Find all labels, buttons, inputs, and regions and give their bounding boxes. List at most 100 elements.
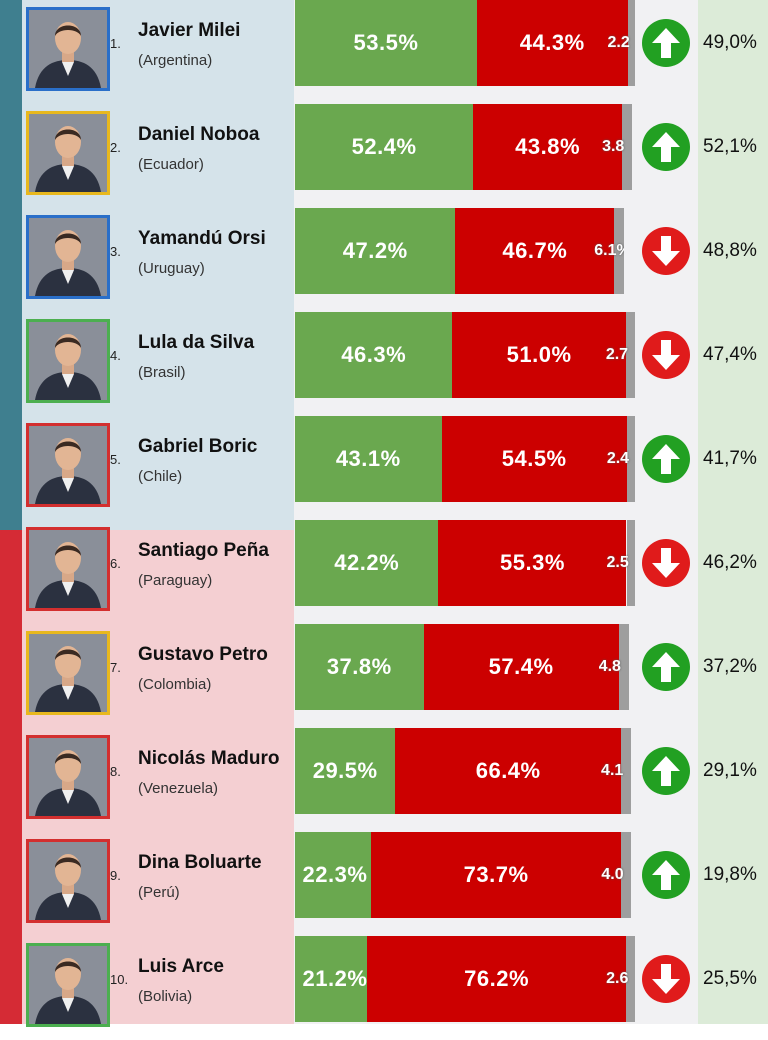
leader-country: (Argentina) — [138, 52, 213, 69]
leader-name: Luis Arce — [138, 956, 224, 977]
other-segment — [626, 520, 635, 606]
rank-number: 9. — [110, 868, 121, 883]
leader-name: Gustavo Petro — [138, 644, 268, 665]
stacked-bar: 47.2% 46.7% 6.1% — [295, 208, 635, 294]
approve-segment — [295, 936, 368, 1022]
portrait-icon — [29, 426, 107, 504]
rank-number: 2. — [110, 140, 121, 155]
approve-label: 46.3% — [341, 342, 407, 367]
previous-column-background — [698, 0, 768, 1024]
stacked-bar: 52.4% 43.8% 3.8 — [295, 104, 635, 190]
approve-segment — [295, 104, 474, 190]
approve-label: 29.5% — [312, 758, 378, 783]
trend-down-icon — [640, 329, 692, 381]
leader-photo — [26, 839, 110, 923]
disapprove-label: 76.2% — [464, 966, 530, 991]
leader-name: Nicolás Maduro — [138, 748, 280, 769]
leader-photo — [26, 423, 110, 507]
other-segment — [626, 416, 635, 502]
disapprove-segment — [370, 832, 622, 918]
approve-label: 47.2% — [342, 238, 408, 263]
trend-down-icon — [640, 537, 692, 589]
leader-photo — [26, 735, 110, 819]
disapprove-label: 55.3% — [500, 550, 565, 575]
previous-approval: 25,5% — [703, 968, 757, 989]
previous-approval: 52,1% — [703, 136, 757, 157]
leader-name: Santiago Peña — [138, 540, 269, 561]
approve-label: 52.4% — [351, 134, 417, 159]
leader-photo — [26, 527, 110, 611]
approve-label: 22.3% — [302, 862, 368, 887]
leader-country: (Bolivia) — [138, 988, 193, 1005]
leader-row: 5. Gabriel Boric (Chile) 43.1% 54.5% 2.4 41,7% — [0, 416, 768, 520]
portrait-icon — [29, 218, 107, 296]
other-label: 2.7 — [605, 346, 629, 363]
leader-row: 3. Yamandú Orsi (Uruguay) 47.2% 46.7% 6.1% 48,… — [0, 208, 768, 312]
stacked-bar: 22.3% 73.7% 4.0 — [295, 832, 635, 918]
leader-name: Dina Boluarte — [138, 852, 262, 873]
approve-label: 53.5% — [353, 30, 419, 55]
leader-country: (Brasil) — [138, 364, 186, 381]
approve-label: 43.1% — [335, 446, 401, 471]
stacked-bar: 46.3% 51.0% 2.7 — [295, 312, 635, 398]
leader-photo — [26, 111, 110, 195]
stacked-bar: 42.2% 55.3% 2.5 — [295, 520, 635, 606]
leader-name: Javier Milei — [138, 20, 241, 41]
disapprove-segment — [476, 0, 628, 86]
rank-number: 1. — [110, 36, 121, 51]
leader-photo — [26, 943, 110, 1027]
leader-photo — [26, 631, 110, 715]
disapprove-label: 51.0% — [506, 342, 572, 367]
portrait-icon — [29, 10, 107, 88]
other-segment — [614, 208, 625, 294]
previous-approval: 47,4% — [703, 344, 757, 365]
group-stripe-bottom — [0, 530, 22, 1024]
portrait-icon — [29, 634, 107, 712]
rank-number: 6. — [110, 556, 121, 571]
previous-approval: 41,7% — [703, 448, 757, 469]
leader-row: 4. Lula da Silva (Brasil) 46.3% 51.0% 2.7 47,4… — [0, 312, 768, 416]
leader-country: (Chile) — [138, 468, 183, 485]
trend-up-icon — [640, 433, 692, 485]
portrait-icon — [29, 946, 107, 1024]
stacked-bar: 53.5% 44.3% 2.2 — [295, 0, 635, 86]
rank-number: 4. — [110, 348, 121, 363]
other-label: 2.4 — [606, 450, 630, 467]
leader-row: 7. Gustavo Petro (Colombia) 37.8% 57.4% 4.8 37… — [0, 624, 768, 728]
leader-country: (Uruguay) — [138, 260, 205, 277]
other-segment — [626, 936, 635, 1022]
other-label: 4.1 — [601, 762, 624, 779]
portrait-icon — [29, 322, 107, 400]
approve-segment — [295, 832, 371, 918]
previous-approval: 29,1% — [703, 760, 757, 781]
disapprove-label: 73.7% — [463, 862, 529, 887]
trend-down-icon — [640, 225, 692, 277]
other-segment — [622, 104, 633, 190]
approve-label: 21.2% — [302, 966, 368, 991]
previous-approval: 48,8% — [703, 240, 757, 261]
other-label: 4.8 — [598, 658, 621, 675]
leader-country: (Perú) — [138, 884, 180, 901]
leader-row: 8. Nicolás Maduro (Venezuela) 29.5% 66.4% 4.1… — [0, 728, 768, 832]
approve-segment — [295, 312, 453, 398]
previous-approval: 37,2% — [703, 656, 757, 677]
previous-approval: 19,8% — [703, 864, 757, 885]
disapprove-label: 43.8% — [515, 134, 581, 159]
leader-country: (Colombia) — [138, 676, 212, 693]
other-label: 4.0 — [601, 866, 624, 883]
other-label: 2.5 — [606, 554, 629, 571]
trend-up-icon — [640, 17, 692, 69]
stacked-bar: 37.8% 57.4% 4.8 — [295, 624, 635, 710]
disapprove-segment — [438, 520, 627, 606]
portrait-icon — [29, 530, 107, 608]
disapprove-segment — [395, 728, 622, 814]
leader-country: (Paraguay) — [138, 572, 213, 589]
trend-up-icon — [640, 849, 692, 901]
trend-up-icon — [640, 745, 692, 797]
leader-photo — [26, 215, 110, 299]
previous-approval: 49,0% — [703, 32, 757, 53]
rank-number: 8. — [110, 764, 121, 779]
leader-name: Yamandú Orsi — [138, 228, 266, 249]
approve-segment — [295, 0, 477, 86]
